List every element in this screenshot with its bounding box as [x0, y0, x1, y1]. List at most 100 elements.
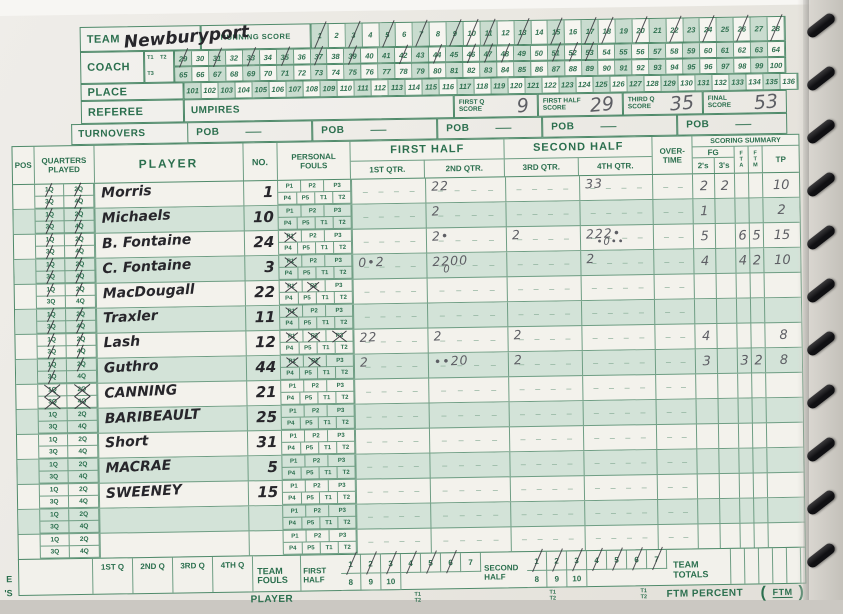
foul-box: P2: [305, 480, 329, 493]
qtr-score-cell: – – – –2: [354, 353, 430, 379]
summary-fta-cell: [737, 323, 752, 348]
col-no: NO.: [243, 142, 278, 181]
dash: –: [490, 309, 496, 320]
dash: –: [641, 507, 648, 518]
foul-box: P3: [329, 529, 357, 543]
running-score-cell: 52: [564, 45, 582, 60]
running-score-cell: 73: [310, 65, 328, 80]
dash: –: [413, 435, 419, 446]
dash: –: [678, 256, 685, 267]
printed-dashes: – – – –: [356, 454, 429, 479]
running-score-cell: 22: [666, 18, 684, 42]
handwritten-score: 2: [585, 250, 596, 267]
col-ftm: F T M: [748, 145, 763, 173]
quarter-box: 4Q: [69, 520, 100, 534]
foul-box: P4: [281, 367, 300, 380]
summary-s3-cell: [717, 298, 738, 324]
dash: –: [549, 283, 555, 294]
quarters-played-cell: 1Q 2Q 3Q 4Q: [39, 458, 100, 484]
dash: –: [665, 356, 672, 367]
quarter-box: 1Q: [40, 509, 70, 522]
quarter-box: 1Q: [36, 309, 67, 322]
qtr-score-cell: – – – –: [581, 324, 657, 351]
dash: –: [623, 307, 629, 318]
printed-dashes: – – – –: [428, 277, 507, 302]
quarter-box: 1Q: [36, 284, 67, 297]
quarters-played-cell: 1Q 2Q 3Q 4Q: [36, 258, 97, 284]
running-score-cell: 135: [763, 73, 781, 90]
running-score-cell: 132: [712, 74, 730, 91]
foul-box: P2: [301, 180, 325, 193]
team-foul-number: 4: [586, 550, 608, 571]
overtime-cell: – –: [653, 199, 695, 224]
printed-dashes: – – – –: [356, 404, 429, 429]
quarter-box: 3Q: [35, 221, 66, 234]
player-number: 25: [256, 407, 278, 427]
printed-dashes: – – – –: [584, 450, 657, 475]
summary-ftm-cell: 2: [750, 248, 765, 273]
personal-fouls-cell: P1 P2 P3 P4 P5 T1 T2: [282, 429, 357, 455]
quarter-box: 4Q: [66, 320, 97, 334]
qtr-score-cell: – – – –: [352, 228, 428, 254]
dash: –: [668, 506, 674, 517]
summary-s2-cell: 3: [695, 349, 719, 374]
running-score-cell: 97: [717, 58, 735, 73]
spiral-coil: [805, 170, 837, 199]
printed-dashes: – – – –: [355, 379, 428, 404]
qtr-score-cell: – – – –: [510, 451, 585, 477]
foul-box: T1: [316, 317, 336, 330]
quarter-box: 1Q: [35, 184, 65, 197]
overtime-cell: – –: [653, 174, 694, 200]
summary-s3-cell: [720, 498, 741, 523]
col-quarters: QUARTERS PLAYED: [34, 145, 95, 184]
referee-label: REFEREE: [87, 105, 144, 119]
dash: –: [364, 286, 370, 297]
dash: –: [363, 236, 369, 247]
team-foul-number: 10: [381, 573, 402, 591]
dash: –: [394, 210, 400, 222]
team-fouls-bottom-row: 8 9 10: [341, 572, 481, 591]
pos-cell: [15, 334, 38, 360]
quarter-box: 3Q: [38, 396, 68, 409]
quarter-box: 4Q: [67, 370, 97, 384]
qtr-score-cell: – – – –22: [425, 177, 507, 203]
dash: –: [367, 461, 373, 472]
qtr-score-cell: – – – –: [431, 527, 512, 553]
foul-box: P5: [300, 442, 320, 455]
foul-box: P3: [325, 254, 353, 268]
foul-box: P2: [306, 530, 330, 543]
running-score-cell: 40: [361, 48, 379, 63]
running-score-cell: 126: [610, 76, 628, 92]
player-name: BARIBEAULT: [104, 406, 201, 428]
foul-box: T2: [334, 291, 354, 305]
final-score-box: FINAL SCORE 53: [702, 89, 788, 114]
foul-box: P5: [299, 367, 318, 380]
fouls-row-bottom: P4 P5 T1 T2: [282, 466, 356, 480]
timeout-t2-label: T2: [160, 54, 167, 61]
spiral-coil: [805, 276, 837, 305]
quarter-box: 2Q: [67, 383, 98, 397]
foul-box: T1: [315, 217, 334, 230]
running-score-cell: 133: [729, 74, 747, 90]
running-score-cell: 131: [695, 75, 713, 91]
foul-box: P4: [280, 342, 300, 355]
summary-fta-cell: 6: [735, 223, 751, 248]
handwritten-score: 2: [512, 326, 523, 343]
player-name: CANNING: [103, 382, 178, 402]
dash: –: [626, 532, 632, 543]
running-score-cell: 120: [508, 78, 526, 94]
running-score-cell: 38: [327, 48, 345, 64]
printed-dashes: – – – –: [430, 427, 509, 452]
running-score-cell: 50: [530, 45, 548, 60]
summary-value: 3: [702, 353, 711, 369]
dash: –: [637, 232, 643, 243]
printed-dashes: – – – –: [353, 204, 426, 229]
quarters-played-cell: 1Q 2Q 3Q 4Q: [35, 233, 97, 259]
running-score-cell: 31: [208, 50, 227, 65]
printed-dashes: – – – –: [506, 201, 579, 226]
summary-s3-cell: [719, 473, 741, 498]
foul-box: T2: [335, 341, 354, 355]
running-score-cell: 58: [666, 43, 684, 58]
handwritten-score-2: 0: [443, 264, 451, 276]
summary-s2-cell: 2: [693, 174, 716, 199]
